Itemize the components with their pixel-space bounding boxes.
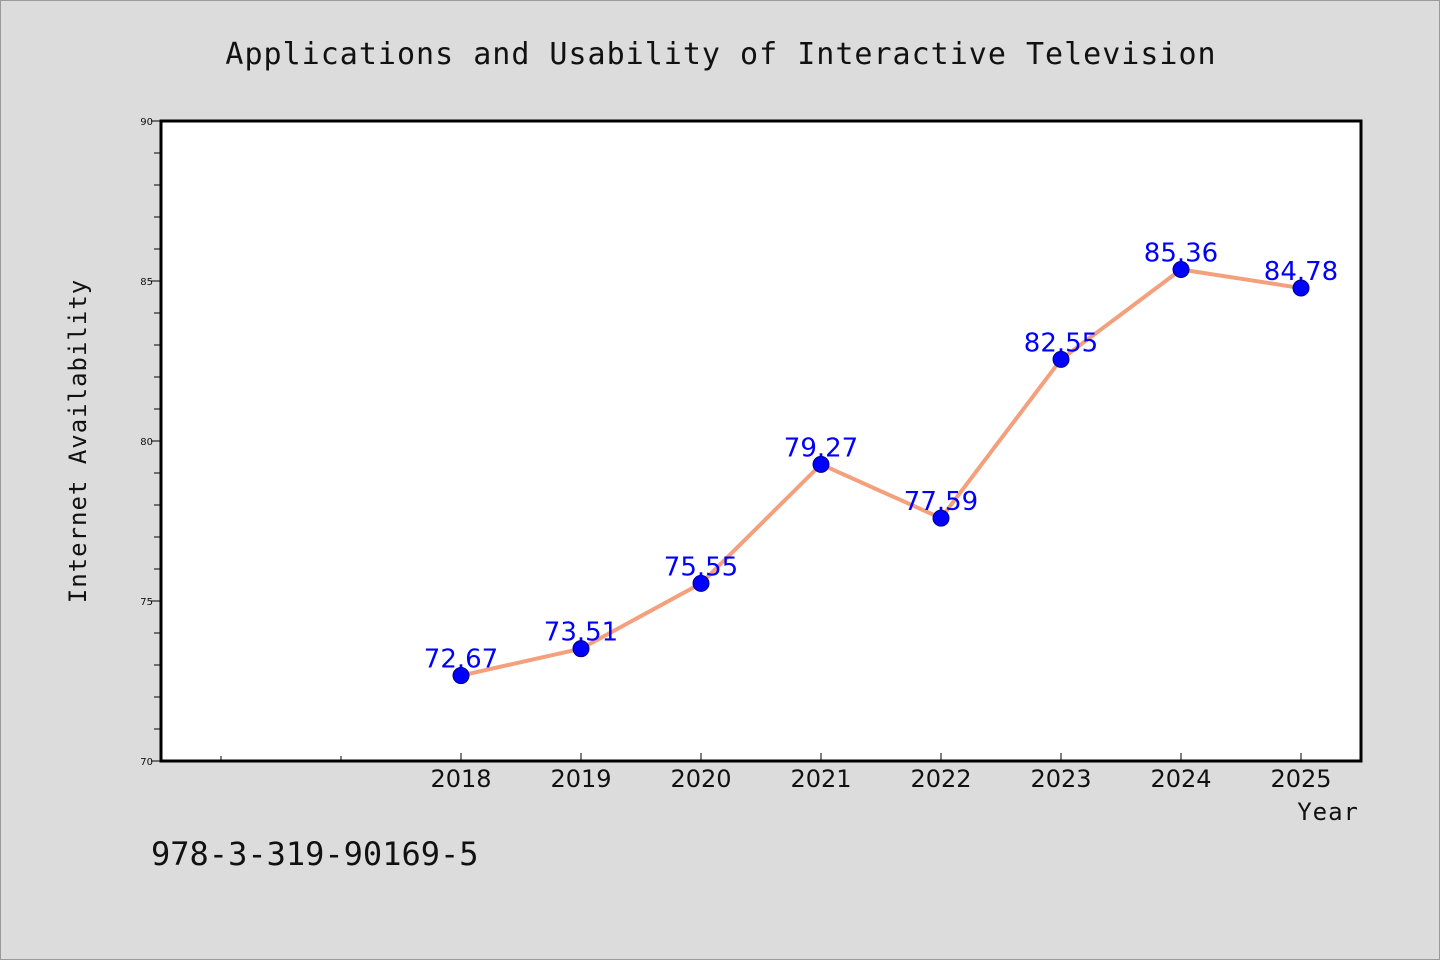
x-tick-label: 2023 bbox=[1030, 765, 1091, 793]
y-tick-label: 75 bbox=[140, 597, 153, 608]
plot-area bbox=[159, 119, 1363, 763]
data-point-label: 72.67 bbox=[424, 645, 498, 675]
y-axis-label: Internet Availability bbox=[64, 279, 92, 603]
y-tick-label: 85 bbox=[140, 277, 153, 288]
data-labels: 72.67 73.51 75.55 79.27 77.59 82.55 85.36 84.78 bbox=[424, 238, 1338, 674]
x-tick-label: 2024 bbox=[1150, 765, 1211, 793]
y-axis-ticks: 70 75 80 85 90 bbox=[140, 117, 161, 768]
y-tick-label: 70 bbox=[140, 757, 153, 768]
x-axis-ticks: 2018 2019 2020 2021 2022 2023 2024 2025 bbox=[220, 753, 1332, 793]
data-markers bbox=[452, 260, 1310, 685]
data-point-marker bbox=[1292, 279, 1310, 297]
data-point-label: 85.36 bbox=[1144, 238, 1218, 268]
footer-text: 978-3-319-90169-5 bbox=[151, 835, 479, 873]
data-point-marker bbox=[692, 574, 710, 592]
x-tick-label: 2018 bbox=[430, 765, 491, 793]
data-point-label: 77.59 bbox=[904, 487, 978, 517]
series-line bbox=[460, 267, 1302, 678]
data-point-marker bbox=[1052, 350, 1070, 368]
x-axis-label: Year bbox=[1297, 798, 1359, 826]
y-tick-label: 90 bbox=[140, 117, 153, 128]
x-tick-label: 2025 bbox=[1270, 765, 1331, 793]
data-point-label: 73.51 bbox=[544, 618, 618, 648]
x-tick-label: 2021 bbox=[790, 765, 851, 793]
data-point-marker bbox=[452, 667, 470, 685]
data-point-label: 82.55 bbox=[1024, 328, 1098, 358]
y-tick-label: 80 bbox=[140, 437, 153, 448]
data-point-label: 84.78 bbox=[1264, 257, 1338, 287]
data-point-marker bbox=[572, 640, 590, 658]
data-point-label: 79.27 bbox=[784, 433, 858, 463]
chart-title: Applications and Usability of Interactiv… bbox=[225, 37, 1216, 72]
x-tick-label: 2022 bbox=[910, 765, 971, 793]
data-point-marker bbox=[1172, 260, 1190, 278]
data-point-marker bbox=[812, 455, 830, 473]
x-tick-label: 2019 bbox=[550, 765, 611, 793]
data-point-label: 75.55 bbox=[664, 552, 738, 582]
x-tick-label: 2020 bbox=[670, 765, 731, 793]
data-point-marker bbox=[932, 509, 950, 527]
